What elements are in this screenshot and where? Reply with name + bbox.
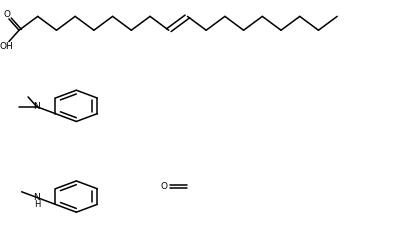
Text: H: H: [34, 200, 40, 209]
Text: N: N: [33, 102, 40, 111]
Text: OH: OH: [0, 42, 14, 51]
Text: O: O: [160, 182, 168, 191]
Text: O: O: [4, 10, 10, 19]
Text: N: N: [33, 193, 40, 202]
